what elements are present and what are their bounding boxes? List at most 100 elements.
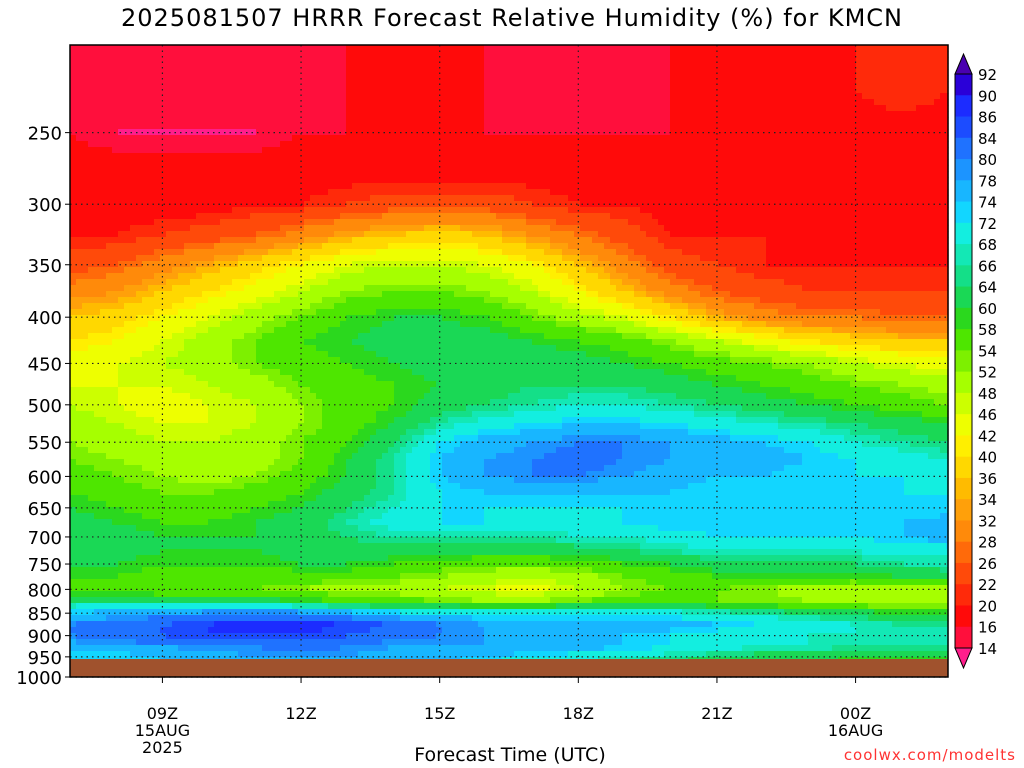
rh-cell [232, 243, 239, 250]
rh-cell [142, 447, 149, 454]
rh-cell [322, 219, 329, 226]
rh-cell [322, 405, 329, 412]
rh-cell [232, 345, 239, 352]
rh-cell [310, 87, 317, 94]
rh-cell [94, 339, 101, 346]
rh-cell [250, 579, 257, 586]
rh-cell [232, 423, 239, 430]
rh-cell [268, 381, 275, 388]
rh-cell [304, 363, 311, 370]
rh-cell [142, 345, 149, 352]
rh-cell [118, 447, 125, 454]
rh-cell [262, 369, 269, 376]
rh-cell [226, 165, 233, 172]
rh-cell [232, 507, 239, 514]
rh-cell [238, 291, 245, 298]
rh-cell [304, 501, 311, 508]
rh-cell [184, 57, 191, 64]
rh-cell [286, 375, 293, 382]
rh-cell [286, 243, 293, 250]
rh-cell [88, 621, 95, 628]
rh-cell [76, 195, 83, 202]
rh-cell [202, 393, 209, 400]
rh-cell [274, 513, 281, 520]
rh-cell [340, 633, 347, 640]
rh-cell [214, 297, 221, 304]
rh-cell [190, 255, 197, 262]
rh-cell [256, 417, 263, 424]
rh-cell [352, 93, 359, 100]
rh-cell [250, 585, 257, 592]
rh-cell [262, 279, 269, 286]
rh-cell [286, 429, 293, 436]
rh-cell [196, 603, 203, 610]
rh-cell [130, 519, 137, 526]
rh-cell [196, 99, 203, 106]
rh-cell [190, 621, 197, 628]
rh-cell [130, 429, 137, 436]
rh-cell [316, 465, 323, 472]
rh-cell [124, 279, 131, 286]
rh-cell [304, 87, 311, 94]
rh-cell [148, 45, 155, 52]
rh-cell [154, 141, 161, 148]
rh-cell [70, 339, 77, 346]
rh-cell [82, 219, 89, 226]
rh-cell [316, 405, 323, 412]
rh-cell [238, 567, 245, 574]
rh-cell [328, 261, 335, 268]
rh-cell [136, 381, 143, 388]
rh-cell [298, 555, 305, 562]
rh-cell [316, 225, 323, 232]
rh-cell [220, 51, 227, 58]
rh-cell [220, 123, 227, 130]
rh-cell [250, 555, 257, 562]
rh-cell [256, 189, 263, 196]
rh-cell [292, 465, 299, 472]
rh-cell [262, 123, 269, 130]
rh-cell [214, 147, 221, 154]
rh-cell [226, 501, 233, 508]
rh-cell [262, 651, 269, 658]
rh-cell [226, 141, 233, 148]
rh-cell [244, 621, 251, 628]
rh-cell [250, 279, 257, 286]
rh-cell [322, 591, 329, 598]
rh-cell [244, 609, 251, 616]
rh-cell [142, 237, 149, 244]
rh-cell [256, 525, 263, 532]
rh-cell [208, 615, 215, 622]
rh-cell [82, 495, 89, 502]
rh-cell [130, 225, 137, 232]
rh-cell [184, 621, 191, 628]
rh-cell [172, 591, 179, 598]
rh-cell [118, 123, 125, 130]
rh-cell [166, 381, 173, 388]
rh-cell [184, 399, 191, 406]
rh-cell [184, 201, 191, 208]
rh-cell [304, 117, 311, 124]
rh-cell [334, 429, 341, 436]
rh-cell [238, 63, 245, 70]
rh-cell [172, 489, 179, 496]
rh-cell [136, 273, 143, 280]
rh-cell [148, 387, 155, 394]
rh-cell [262, 531, 269, 538]
rh-cell [196, 231, 203, 238]
rh-cell [298, 363, 305, 370]
rh-cell [238, 483, 245, 490]
rh-cell [196, 201, 203, 208]
rh-cell [70, 387, 77, 394]
rh-cell [250, 135, 257, 142]
rh-cell [292, 657, 299, 660]
rh-cell [352, 141, 359, 148]
rh-cell [310, 597, 317, 604]
rh-cell [286, 69, 293, 76]
rh-cell [286, 279, 293, 286]
rh-cell [106, 147, 113, 154]
rh-cell [94, 243, 101, 250]
rh-cell [148, 213, 155, 220]
rh-cell [214, 225, 221, 232]
rh-cell [130, 507, 137, 514]
rh-cell [130, 369, 137, 376]
